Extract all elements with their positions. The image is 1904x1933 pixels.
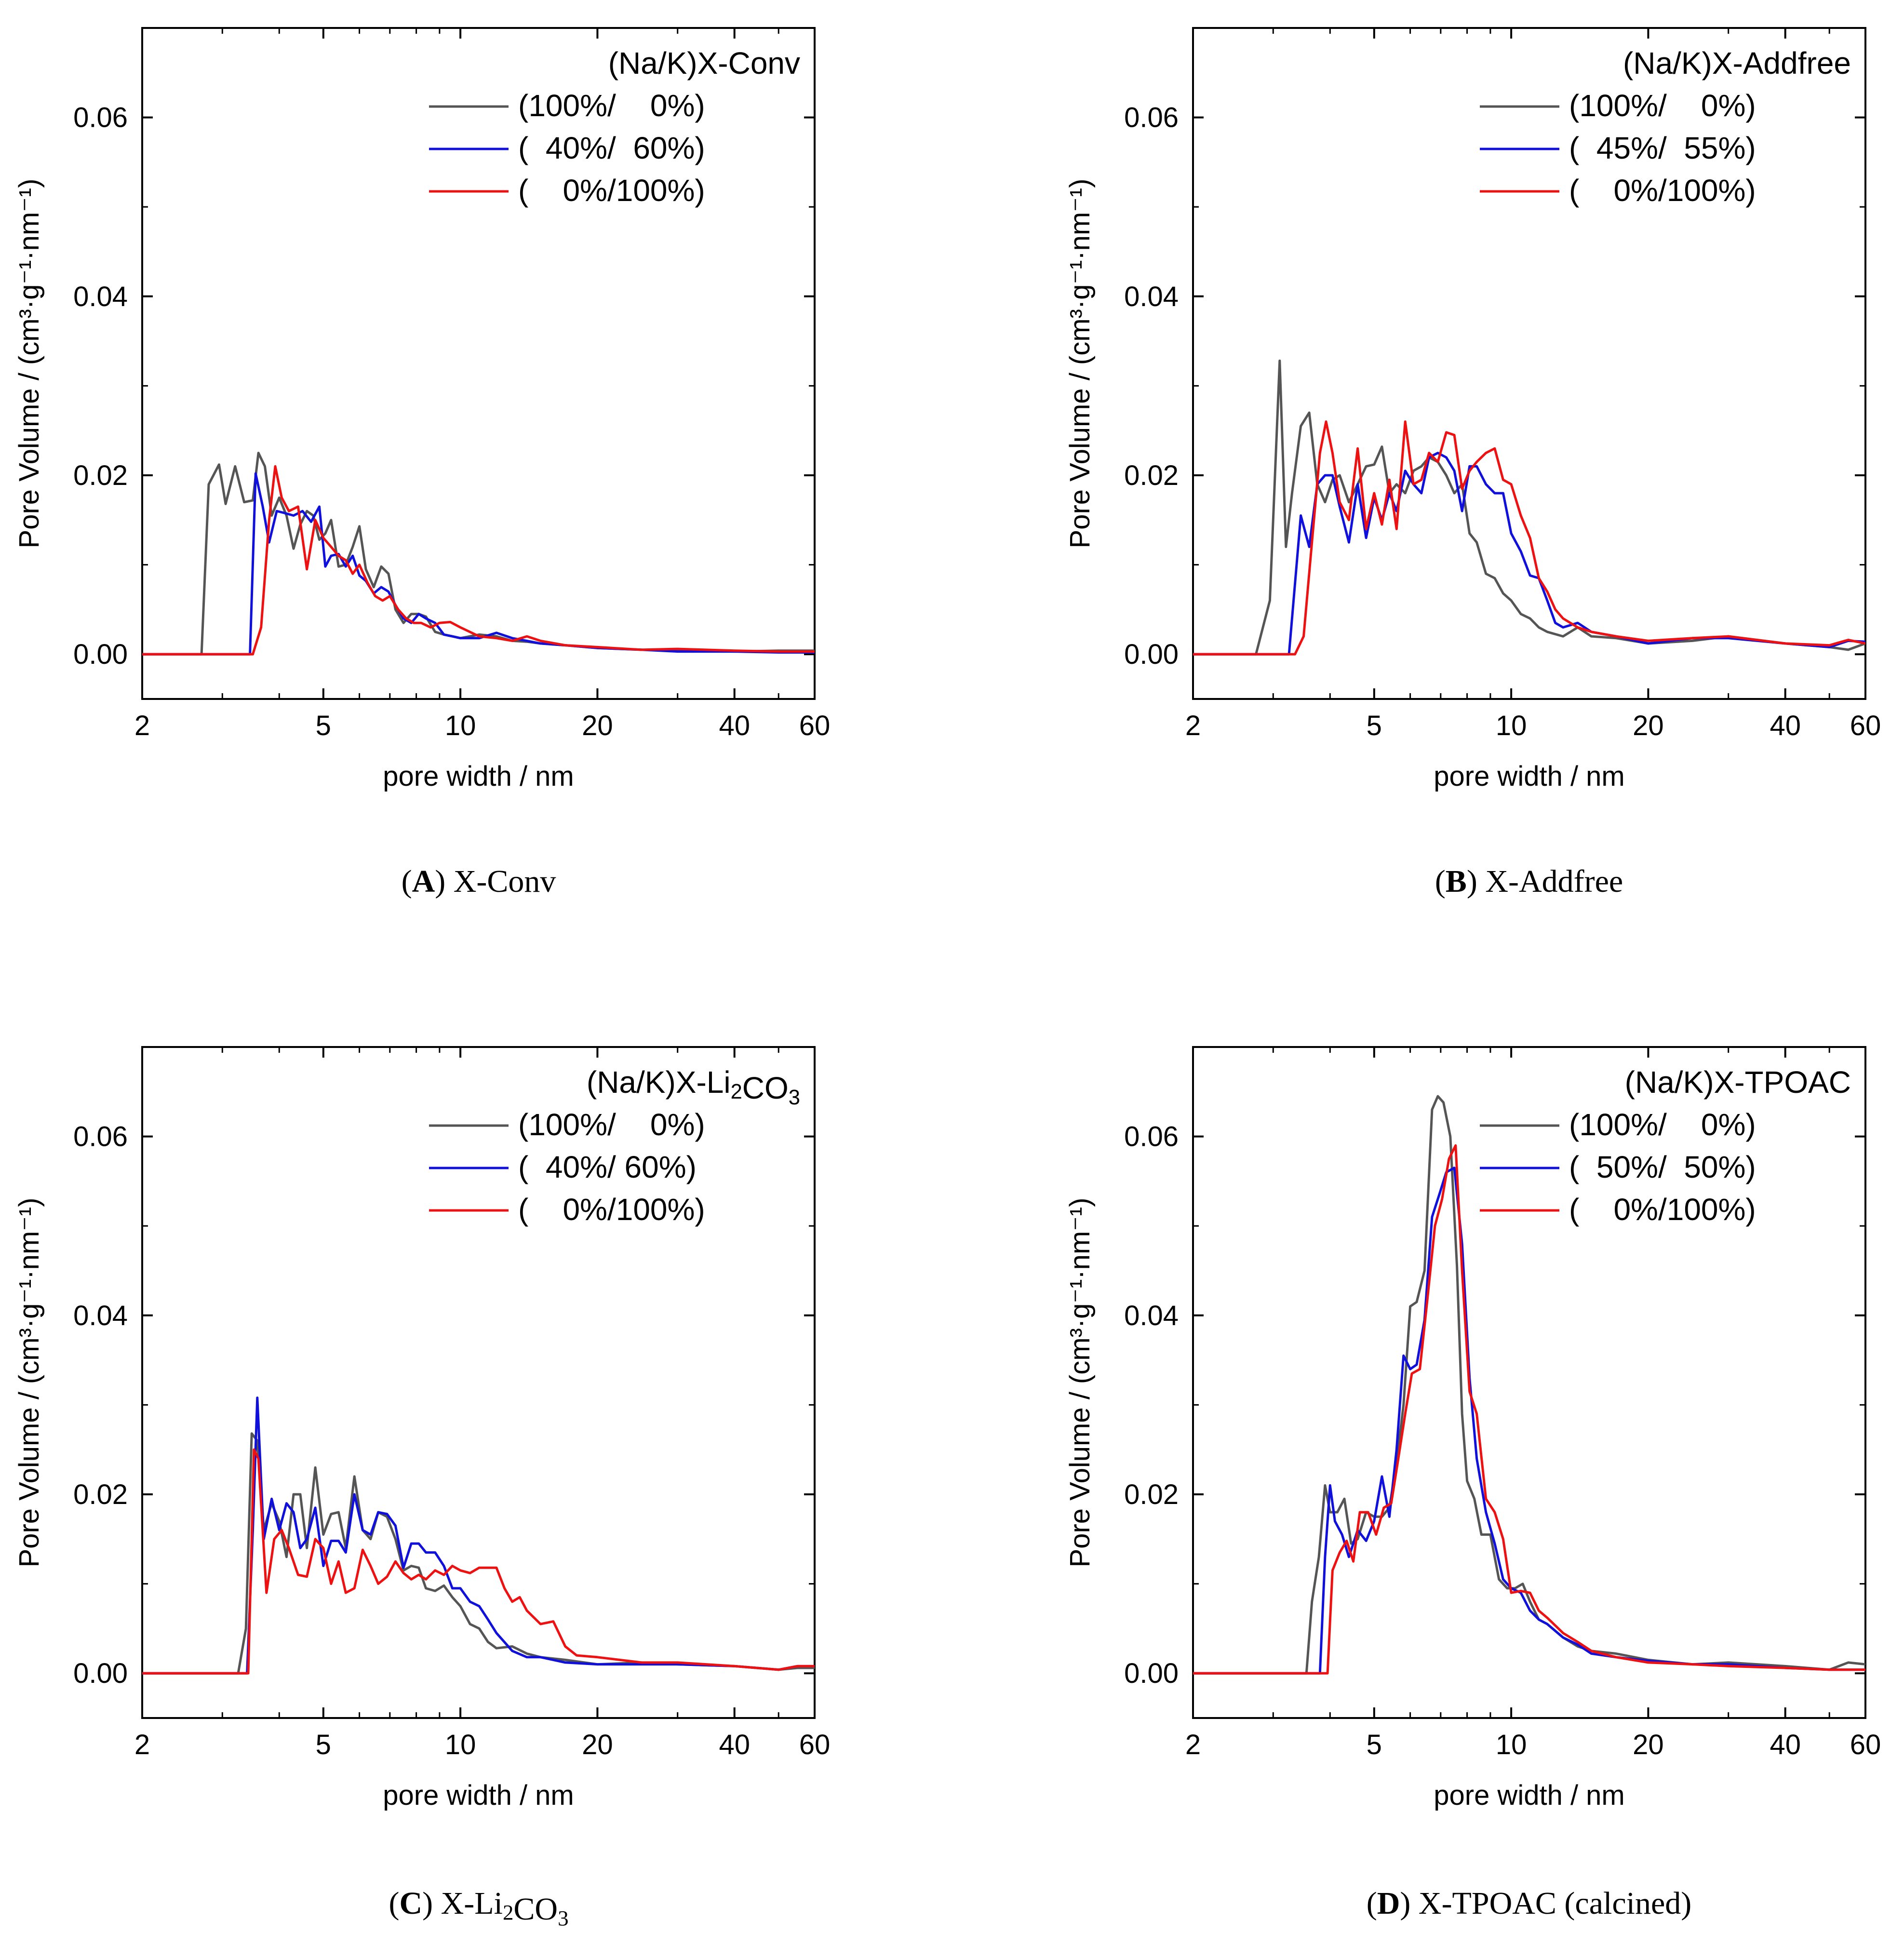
series-line-1 (1193, 1095, 1865, 1675)
legend-entry-2: ( 50%/ 50%) (1569, 1150, 1756, 1184)
x-tick-label: 40 (1770, 1729, 1801, 1760)
series-line-2 (142, 1396, 815, 1675)
x-tick-label: 40 (719, 710, 750, 741)
legend-entry-3: ( 0%/100%) (518, 173, 705, 208)
y-tick-label: 0.04 (1124, 1300, 1179, 1331)
chart-panel-A: Pore Volume / (cm³·g⁻¹·nm⁻¹) (Na/K)X-Conv… (13, 27, 816, 899)
legend-entry-1: (100%/ 0%) (1569, 88, 1756, 123)
x-tick-label: 60 (799, 1729, 831, 1760)
series-line-1 (142, 1432, 815, 1675)
x-tick-label: 2 (1185, 1729, 1201, 1760)
series-line-3 (142, 465, 815, 656)
plot-frame (1192, 1046, 1866, 1719)
x-tick-label: 2 (1185, 710, 1201, 741)
legend-entry-1: (100%/ 0%) (518, 88, 705, 123)
legend-entry-2: ( 40%/ 60%) (518, 1150, 697, 1184)
x-tick-label: 20 (582, 710, 613, 741)
legend-entry-1: (100%/ 0%) (1569, 1107, 1756, 1142)
x-tick-label: 10 (1496, 710, 1527, 741)
panel-caption: (B) X-Addfree (1435, 864, 1623, 899)
panel-caption: (A) X-Conv (402, 864, 556, 899)
chart-panel-D: Pore Volume / (cm³·g⁻¹·nm⁻¹) (Na/K)X-TPOA… (1064, 1046, 1866, 1921)
x-tick-label: 10 (1496, 1729, 1527, 1760)
legend-entry-1: (100%/ 0%) (518, 1107, 705, 1142)
x-tick-label: 10 (445, 1729, 476, 1760)
legend-entry-2: ( 45%/ 55%) (1569, 131, 1756, 165)
chart-panel-C: Pore Volume / (cm³·g⁻¹·nm⁻¹) (Na/K)X-Li2C… (13, 1046, 816, 1930)
x-tick-label: 5 (316, 710, 331, 741)
y-tick-label: 0.06 (1124, 1121, 1179, 1153)
series-line-1 (142, 452, 815, 656)
x-tick-label: 5 (1367, 1729, 1382, 1760)
legend-entry-3: ( 0%/100%) (1569, 173, 1756, 208)
x-axis-title: pore width / nm (383, 761, 574, 792)
x-tick-label: 20 (582, 1729, 613, 1760)
chart-panel-B: Pore Volume / (cm³·g⁻¹·nm⁻¹) (Na/K)X-Addf… (1064, 27, 1866, 899)
y-axis-title: Pore Volume / (cm³·g⁻¹·nm⁻¹) (1064, 179, 1096, 549)
y-tick-label: 0.06 (73, 102, 128, 134)
x-tick-label: 5 (1367, 710, 1382, 741)
x-tick-label: 2 (134, 710, 150, 741)
y-tick-label: 0.04 (1124, 281, 1179, 312)
y-tick-label: 0.02 (73, 1479, 128, 1510)
series-line-3 (142, 1448, 815, 1675)
y-tick-label: 0.04 (73, 281, 128, 312)
series-line-3 (1193, 1144, 1865, 1675)
y-axis-title: Pore Volume / (cm³·g⁻¹·nm⁻¹) (13, 1198, 45, 1568)
series-line-3 (1193, 420, 1865, 656)
y-tick-label: 0.00 (73, 1658, 128, 1689)
legend-title: (Na/K)X-Addfree (1623, 46, 1851, 81)
panel-caption: (D) X-TPOAC (calcined) (1367, 1886, 1691, 1921)
x-tick-label: 2 (134, 1729, 150, 1760)
x-tick-label: 20 (1633, 710, 1664, 741)
plot-frame (141, 1046, 816, 1719)
y-axis-title: Pore Volume / (cm³·g⁻¹·nm⁻¹) (1064, 1198, 1096, 1568)
x-tick-label: 60 (799, 710, 831, 741)
y-axis-title: Pore Volume / (cm³·g⁻¹·nm⁻¹) (13, 179, 45, 549)
panel-caption: (C) X-Li2CO3 (389, 1886, 569, 1930)
y-tick-label: 0.00 (1124, 639, 1179, 670)
legend-title: (Na/K)X-TPOAC (1625, 1065, 1851, 1100)
y-tick-label: 0.06 (1124, 102, 1179, 134)
x-axis-title: pore width / nm (383, 1780, 574, 1811)
x-tick-label: 5 (316, 1729, 331, 1760)
legend-title: (Na/K)X-Li2CO3 (587, 1065, 800, 1109)
legend-entry-3: ( 0%/100%) (1569, 1192, 1756, 1227)
legend-title: (Na/K)X-Conv (608, 46, 800, 81)
x-tick-label: 60 (1850, 1729, 1881, 1760)
x-tick-label: 20 (1633, 1729, 1664, 1760)
legend-entry-3: ( 0%/100%) (518, 1192, 705, 1227)
x-tick-label: 10 (445, 710, 476, 741)
y-tick-label: 0.02 (73, 460, 128, 491)
x-tick-label: 40 (719, 1729, 750, 1760)
y-tick-label: 0.04 (73, 1300, 128, 1331)
y-tick-label: 0.06 (73, 1121, 128, 1153)
y-tick-label: 0.02 (1124, 1479, 1179, 1510)
x-axis-title: pore width / nm (1434, 761, 1625, 792)
plot-frame (141, 27, 816, 700)
x-tick-label: 60 (1850, 710, 1881, 741)
plot-frame (1192, 27, 1866, 700)
series-line-1 (1193, 359, 1865, 656)
y-tick-label: 0.02 (1124, 460, 1179, 491)
legend-entry-2: ( 40%/ 60%) (518, 131, 705, 165)
x-axis-title: pore width / nm (1434, 1780, 1625, 1811)
y-tick-label: 0.00 (73, 639, 128, 670)
y-tick-label: 0.00 (1124, 1658, 1179, 1689)
x-tick-label: 40 (1770, 710, 1801, 741)
